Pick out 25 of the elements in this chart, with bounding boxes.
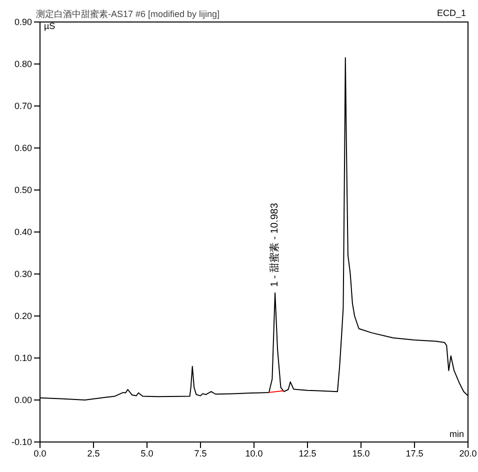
x-tick-label: 10.0 <box>245 448 263 458</box>
y-tick-label: 0.80 <box>14 59 32 70</box>
y-tick-label: 0.90 <box>14 17 32 28</box>
x-axis-title: min <box>449 429 464 439</box>
y-tick-label: 0.10 <box>14 353 32 364</box>
y-tick-label: 0.60 <box>14 143 32 154</box>
x-tick-label: 7.5 <box>194 448 207 458</box>
x-tick-label: 12.5 <box>298 448 316 458</box>
y-tick-label: 0.40 <box>14 227 32 238</box>
x-tick-label: 0.0 <box>34 448 46 458</box>
y-tick-label: 0.50 <box>14 185 32 196</box>
y-tick-label: 0.30 <box>14 269 32 280</box>
annotation: 1 - 甜蜜素 - 10.983 <box>268 202 281 287</box>
y-tick-label: -0.10 <box>11 437 32 448</box>
x-tick-label: 2.5 <box>87 448 100 458</box>
x-tick-label: 5.0 <box>140 448 154 458</box>
y-axis-title: µS <box>44 21 56 31</box>
x-tick-label: 17.5 <box>406 448 424 458</box>
x-tick-label: 20.0 <box>459 448 477 458</box>
chart-title: 测定白酒中甜蜜素-AS17 #6 [modified by lijing] <box>36 8 220 21</box>
y-tick-label: 0.00 <box>14 395 32 406</box>
y-tick-label: 0.70 <box>14 101 32 112</box>
x-tick-label: 15.0 <box>352 448 370 458</box>
chart-subtitle: ECD_1 <box>436 8 466 18</box>
y-tick-label: 0.20 <box>14 311 32 322</box>
